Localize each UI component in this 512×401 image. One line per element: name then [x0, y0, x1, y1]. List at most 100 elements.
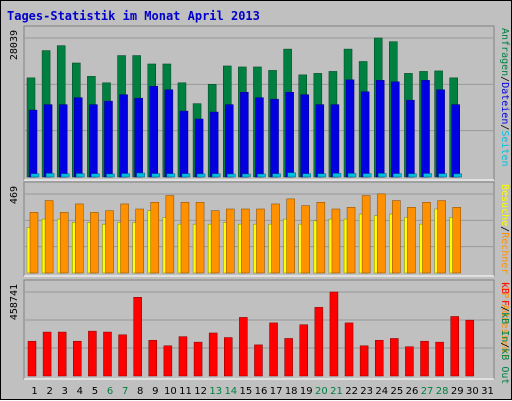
bar-seiten: [196, 173, 206, 178]
bar-rechner: [452, 207, 461, 274]
day-label: 3: [62, 386, 68, 397]
bar-rechner: [44, 200, 54, 274]
bar-kb: [208, 332, 218, 377]
bar-dateien: [134, 97, 143, 178]
day-label: 10: [164, 386, 177, 397]
legend-entry: /: [499, 342, 510, 348]
bar-kb: [450, 316, 459, 377]
bar-kb: [103, 331, 112, 377]
bar-seiten: [242, 173, 251, 178]
bar-seiten: [211, 173, 221, 178]
bar-seiten: [317, 173, 327, 178]
bar-kb: [344, 322, 354, 377]
bar-kb: [27, 340, 37, 377]
bar-rechner: [361, 195, 371, 274]
bar-dateien: [58, 104, 68, 178]
bar-rechner: [407, 207, 416, 274]
y-max-label: 469: [9, 186, 20, 204]
legend-entry: kB Out: [499, 348, 510, 384]
bar-dateien: [255, 97, 264, 178]
bar-rechner: [437, 200, 446, 274]
day-label: 13: [209, 386, 222, 397]
legend-entry: Anfragen: [499, 28, 510, 76]
bar-seiten: [106, 173, 115, 178]
day-label: 9: [152, 386, 158, 397]
bar-rechner: [316, 202, 326, 274]
bar-rechner: [392, 200, 401, 274]
bar-kb: [299, 324, 308, 377]
bar-dateien: [270, 98, 279, 178]
bar-rechner: [331, 208, 341, 274]
legend-entry: /: [499, 226, 510, 232]
day-label: 16: [255, 386, 268, 397]
bar-kb: [148, 340, 158, 377]
bar-kb: [254, 344, 263, 377]
bar-seiten: [181, 173, 191, 178]
day-label: 27: [421, 386, 434, 397]
bar-dateien: [451, 104, 460, 178]
bar-seiten: [453, 173, 462, 178]
bar-kb: [465, 319, 475, 377]
day-label: 31: [481, 386, 494, 397]
bar-seiten: [347, 173, 357, 178]
legend-entry: /: [499, 76, 510, 82]
bar-dateien: [406, 99, 415, 178]
bar-dateien: [104, 100, 113, 178]
bar-rechner: [301, 205, 310, 274]
bar-kb: [239, 317, 248, 377]
bar-rechner: [195, 202, 205, 274]
bar-dateien: [209, 111, 219, 178]
bar-rechner: [286, 198, 295, 274]
day-label: 20: [315, 386, 328, 397]
bar-seiten: [393, 173, 402, 178]
bar-kb: [420, 340, 429, 377]
bar-dateien: [28, 109, 38, 178]
bar-kb: [163, 345, 173, 377]
bar-kb: [359, 345, 369, 377]
day-label: 12: [194, 386, 207, 397]
bar-rechner: [120, 203, 129, 274]
day-axis-labels: 1 2 3 4 5 6 7 8 9 10 11 12 13 14 15 16 17 18 19 20 21 22 23 24 2…: [31, 386, 493, 397]
bar-rechner: [271, 203, 280, 274]
day-label: 11: [179, 386, 192, 397]
legend-entry: /: [499, 306, 510, 312]
chart-title: Tages-Statistik im Monat April 2013: [7, 9, 260, 23]
bar-seiten: [227, 173, 236, 178]
bar-seiten: [438, 173, 447, 178]
bar-rechner: [256, 208, 265, 274]
y-max-label: 458741: [9, 284, 20, 320]
bar-seiten: [151, 173, 161, 178]
bar-kb: [374, 340, 384, 377]
day-label: 6: [107, 386, 113, 397]
day-label: 15: [240, 386, 253, 397]
day-label: 1: [31, 386, 37, 397]
bar-kb: [118, 334, 127, 377]
bar-seiten: [272, 173, 281, 178]
day-label: 23: [360, 386, 373, 397]
day-label: 18: [285, 386, 298, 397]
bar-dateien: [300, 94, 309, 178]
bar-kb: [390, 338, 399, 377]
bar-kb: [193, 341, 203, 377]
bar-seiten: [362, 173, 372, 178]
legend-entry: Seiten: [499, 130, 510, 166]
day-label: 30: [466, 386, 479, 397]
day-label: 19: [300, 386, 313, 397]
bar-dateien: [43, 104, 53, 178]
bar-seiten: [45, 173, 55, 178]
right-legend: Besuche/Rechner (IP-Adressen): [499, 184, 510, 359]
panel-hits_files_pages: 28039 Anfragen/Dateien/Seiten: [9, 25, 510, 181]
bar-dateien: [391, 81, 400, 178]
day-label: 2: [46, 386, 52, 397]
bar-rechner: [422, 202, 431, 274]
bar-seiten: [91, 173, 100, 178]
bar-seiten: [332, 173, 342, 178]
bar-rechner: [210, 210, 220, 274]
bar-kb: [405, 346, 414, 377]
bar-kb: [435, 341, 444, 377]
bar-dateien: [421, 80, 430, 178]
bar-rechner: [29, 212, 39, 274]
bar-rechner: [75, 203, 84, 274]
day-label: 29: [451, 386, 464, 397]
